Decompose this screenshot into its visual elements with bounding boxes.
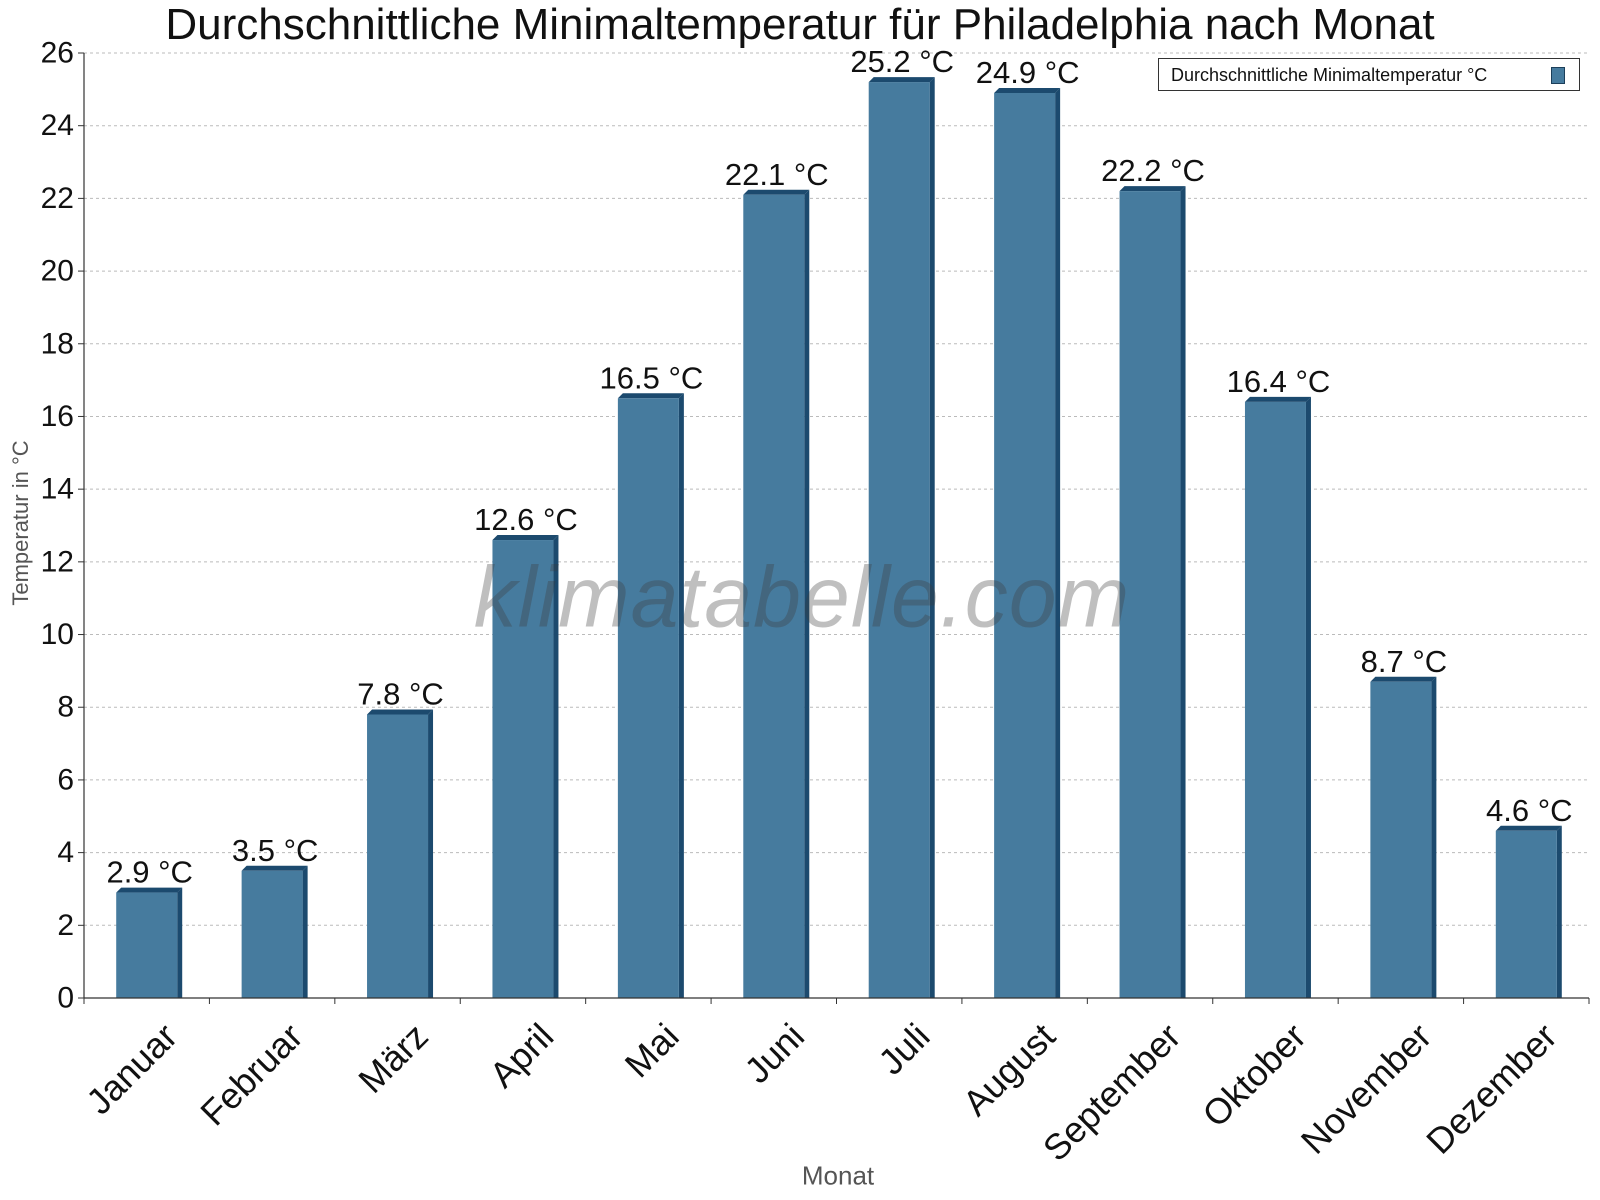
y-tick-label: 8 <box>57 691 74 724</box>
x-tick-label: April <box>481 1015 561 1095</box>
y-tick-label: 24 <box>41 109 74 142</box>
bar <box>1119 191 1181 999</box>
bar-top <box>994 87 1061 93</box>
bar <box>241 870 303 998</box>
x-tick-label: August <box>955 1015 1063 1123</box>
bar-top <box>1495 825 1562 831</box>
y-tick-label: 22 <box>41 182 74 215</box>
y-tick-label: 20 <box>41 255 74 288</box>
bar-side <box>428 709 434 998</box>
y-tick-label: 10 <box>41 618 74 651</box>
data-label: 16.5 °C <box>600 360 704 395</box>
data-label: 8.7 °C <box>1361 644 1448 679</box>
bar-top <box>1370 676 1437 682</box>
bar-top <box>241 865 308 871</box>
x-tick-label: Mai <box>617 1015 687 1085</box>
bar-side <box>678 393 684 998</box>
data-label: 7.8 °C <box>357 677 444 712</box>
data-label: 3.5 °C <box>232 833 319 868</box>
bar-top <box>1119 186 1186 192</box>
bar-top <box>1244 396 1311 402</box>
x-tick-label: Dezember <box>1418 1015 1564 1161</box>
x-tick-label: November <box>1293 1015 1439 1161</box>
data-label: 16.4 °C <box>1227 364 1331 399</box>
bar-side <box>1556 825 1562 998</box>
y-tick-label: 6 <box>57 763 74 796</box>
y-tick-label: 4 <box>57 836 74 869</box>
bar-top <box>367 709 434 715</box>
data-labels: 2.9 °C 3.5 °C 7.8 °C 12.6 °C 16.5 °C 22.1 °C 2… <box>106 44 1572 890</box>
bar <box>492 540 554 998</box>
y-tick-label: 18 <box>41 327 74 360</box>
data-label: 22.1 °C <box>725 157 829 192</box>
data-label: 25.2 °C <box>850 44 954 79</box>
bar-top <box>116 887 183 893</box>
y-axis-label: Temperatur in °C <box>8 440 33 606</box>
bar <box>868 82 930 999</box>
x-tick-label: Januar <box>78 1015 185 1122</box>
legend: Durchschnittliche Minimaltemperatur °C <box>1158 58 1580 91</box>
x-tick-label: Juni <box>736 1015 812 1091</box>
bar <box>743 194 805 998</box>
bar <box>1370 681 1432 998</box>
data-label: 24.9 °C <box>976 55 1080 90</box>
bar-side <box>553 535 559 998</box>
bar <box>116 892 178 998</box>
legend-label: Durchschnittliche Minimaltemperatur °C <box>1171 65 1488 85</box>
bar-side <box>1305 396 1311 998</box>
x-tick-label: März <box>350 1015 436 1101</box>
y-tick-label: 2 <box>57 909 74 942</box>
bar-top <box>617 393 684 399</box>
bar <box>1244 401 1306 998</box>
x-tick-label: Juli <box>870 1015 937 1082</box>
y-tick-label: 0 <box>57 982 74 1015</box>
y-tick-label: 16 <box>41 400 74 433</box>
bar-side <box>1055 87 1061 998</box>
bar <box>994 92 1056 998</box>
x-tick-label: Oktober <box>1194 1015 1314 1135</box>
bar-side <box>177 887 183 998</box>
y-tick-label: 14 <box>41 473 74 506</box>
legend-swatch <box>1551 67 1565 84</box>
data-label: 2.9 °C <box>106 855 193 890</box>
bar-side <box>1180 186 1186 999</box>
bar <box>617 398 679 998</box>
bar-top <box>868 77 935 83</box>
bar <box>1495 830 1557 998</box>
y-tick-label: 26 <box>41 37 74 70</box>
y-tick-label: 12 <box>41 545 74 578</box>
bar-side <box>302 865 308 998</box>
bar-top <box>492 535 559 541</box>
bars <box>116 77 1562 999</box>
bar-side <box>929 77 935 999</box>
x-tick-label: September <box>1035 1015 1189 1169</box>
bar <box>367 714 429 998</box>
data-label: 12.6 °C <box>474 502 578 537</box>
chart-title: Durchschnittliche Minimaltemperatur für … <box>165 0 1435 49</box>
x-axis-label: Monat <box>801 1160 875 1191</box>
data-label: 22.2 °C <box>1101 153 1205 188</box>
watermark-text: klimatabelle.com <box>473 549 1131 646</box>
bar-side <box>804 189 810 998</box>
data-label: 4.6 °C <box>1486 793 1573 828</box>
bar-top <box>743 189 810 195</box>
x-tick-label: Februar <box>192 1015 310 1133</box>
gridlines <box>84 52 1589 926</box>
bar-side <box>1431 676 1437 998</box>
